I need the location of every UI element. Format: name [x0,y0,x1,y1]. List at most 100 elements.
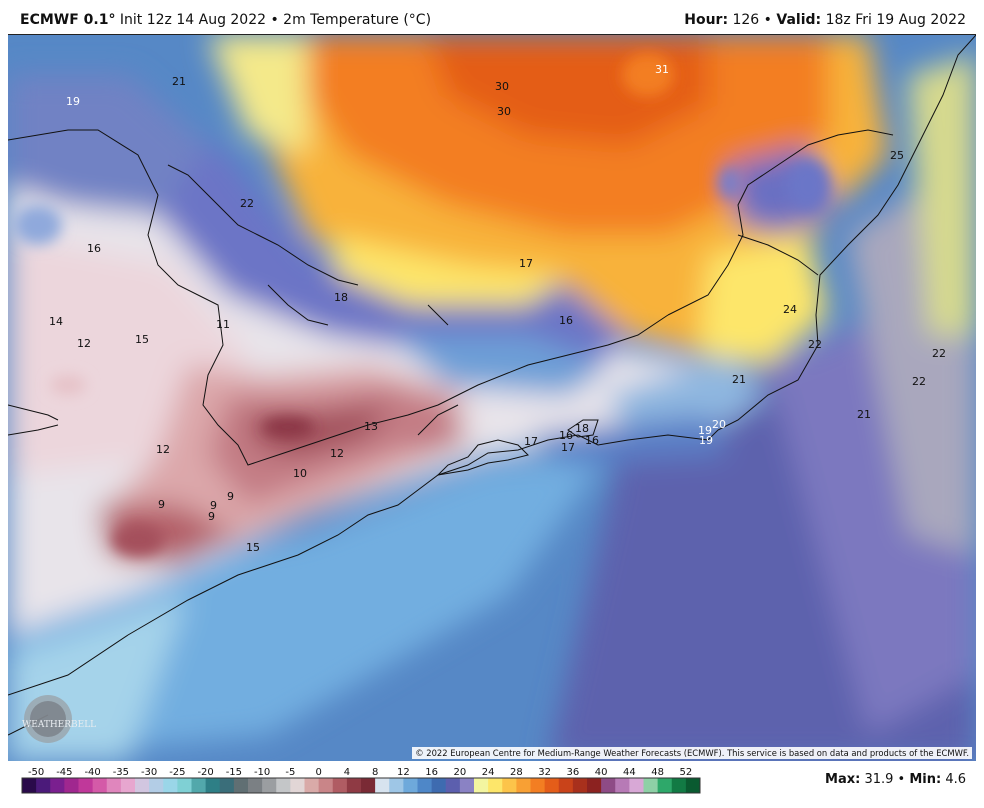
temperature-colorbar: -50 -45 -40 -35 -30 -25 -20 -15 -10 -5 0 4 8 12 16 20 24… [21,767,701,794]
colorbar-tick-label: -40 [84,767,100,778]
colorbar-tick-label: 16 [425,767,438,778]
colorbar-swatch [502,778,517,793]
colorbar-swatch [587,778,602,793]
temperature-label: 19 [698,424,712,437]
colorbar-swatch [361,778,376,793]
colorbar-swatch [290,778,305,793]
colorbar-swatch [629,778,644,793]
colorbar-swatch [445,778,461,793]
colorbar-tick-label: -5 [285,767,295,778]
unit-text: °C [408,12,426,28]
colorbar-tick-label: 40 [595,767,608,778]
colorbar-swatch [558,778,574,793]
temperature-label: 15 [135,333,149,346]
colorbar-swatch [459,778,475,793]
colorbar-swatch [643,778,659,793]
colorbar-swatch [403,778,418,793]
temperature-label: 17 [524,435,538,448]
colorbar-swatch [120,778,136,793]
colorbar-swatch [248,778,263,793]
colorbar-swatch [572,778,588,793]
temperature-label: 31 [655,63,669,76]
colorbar-swatch [671,778,687,793]
colorbar-swatch [50,778,65,793]
temperature-label: 16 [87,242,101,255]
colorbar-tick-label: 20 [454,767,467,778]
valid-value: 18z Fri 19 Aug 2022 [821,12,966,28]
temperature-label: 25 [890,149,904,162]
colorbar-swatch [78,778,94,793]
colorbar-swatch [22,778,37,793]
max-label: Max: [825,772,861,787]
min-value: 4.6 [941,772,966,787]
colorbar-swatch [177,778,192,793]
colorbar-tick-label: -45 [56,767,72,778]
temperature-label: 18 [575,422,589,435]
weatherbell-logo: WEATHERBELL [22,695,96,743]
temperature-label: 12 [77,337,91,350]
copyright-notice: © 2022 European Centre for Medium-Range … [412,747,972,759]
min-label: Min: [909,772,942,787]
colorbar-tick-label: -20 [197,767,213,778]
colorbar-swatch [233,778,249,793]
colorbar-swatch [276,778,291,793]
temperature-label: 17 [519,257,533,270]
colorbar-swatch [544,778,560,793]
colorbar-tick-label: -10 [254,767,270,778]
colorbar-swatch [92,778,108,793]
colorbar-swatch [106,778,122,793]
temperature-label: 22 [808,338,822,351]
colorbar-tick-label: 0 [315,767,321,778]
colorbar-swatch [163,778,178,793]
model-name: ECMWF 0.1 [20,12,109,28]
temperature-label: 16 [585,434,599,447]
temperature-label: 11 [216,318,230,331]
max-value: 31.9 • [860,772,910,787]
temperature-label: 19 [66,95,80,108]
colorbar-swatch [318,778,334,793]
temperature-label: 22 [912,375,926,388]
colorbar-swatch [304,778,320,793]
colorbar-swatch [36,778,51,793]
colorbar-ticks: -50 -45 -40 -35 -30 -25 -20 -15 -10 -5 0 4 8 12 16 20 24… [28,767,692,778]
temperature-label: 14 [49,315,63,328]
temperature-label: 17 [561,441,575,454]
colorbar-swatch [205,778,221,793]
temperature-label: 9 [158,498,165,511]
colorbar-swatch [657,778,673,793]
colorbar-tick-label: -25 [169,767,185,778]
colorbar-tick-label: -15 [226,767,242,778]
degree-mark: ° [108,12,116,28]
colorbar-swatch [530,778,546,793]
colorbar-tick-label: 48 [651,767,664,778]
colorbar-swatch [64,778,79,793]
colorbar-swatch [601,778,616,793]
temperature-label: 15 [246,541,260,554]
temperature-label: 12 [156,443,170,456]
hour-value: 126 • [728,12,777,28]
colorbar-tick-label: 44 [623,767,636,778]
colorbar-tick-label: 12 [397,767,410,778]
temperature-label: 22 [932,347,946,360]
temperature-label: 16 [559,429,573,442]
title-right: Hour: 126 • Valid: 18z Fri 19 Aug 2022 [684,12,966,28]
colorbar-tick-label: 4 [344,767,350,778]
colorbar-swatch [191,778,207,793]
temperature-label: 21 [732,373,746,386]
temperature-map[interactable]: 21 19 30 30 31 25 22 16 17 18 14 12 15 11 16 24 22 22 22 21… [8,34,976,761]
colorbar-swatch [219,778,235,793]
colorbar-tick-label: 24 [482,767,495,778]
colorbar-tick-label: 36 [567,767,580,778]
coastline [8,35,976,736]
colorbar-swatch [474,778,489,793]
colorbar-swatch [685,778,701,793]
temperature-label: 9 [227,490,234,503]
colorbar-swatch [431,778,447,793]
colorbar-tick-label: -35 [113,767,129,778]
colorbar-swatch [149,778,164,793]
colorbar-swatch [135,778,150,793]
temperature-label: 21 [857,408,871,421]
temperature-label: 10 [293,467,307,480]
temperature-label: 19 [699,434,713,447]
